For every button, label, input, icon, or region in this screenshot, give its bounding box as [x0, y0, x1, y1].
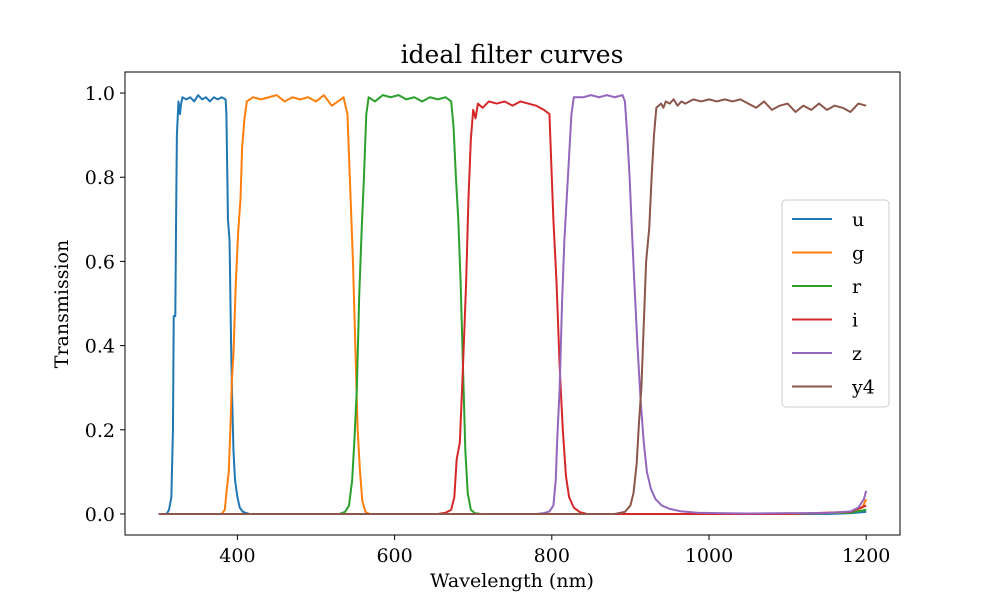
y-tick-label: 1.0	[85, 83, 115, 105]
legend-label-i: i	[852, 310, 858, 332]
series-line-g	[158, 94, 868, 515]
series-line-u	[158, 94, 867, 515]
y-tick-label: 0.0	[85, 504, 115, 526]
y-tick-label: 0.6	[85, 251, 115, 273]
y-tick-label: 0.2	[85, 420, 115, 442]
y-axis-label: Transmission	[51, 240, 73, 368]
series-line-y4	[158, 98, 867, 515]
series-line-z	[158, 94, 868, 515]
x-tick-label: 1200	[842, 545, 890, 567]
x-tick-label: 1000	[685, 545, 733, 567]
y-tick-label: 0.4	[85, 336, 115, 358]
plot-area	[158, 94, 868, 515]
legend-label-r: r	[852, 276, 862, 298]
legend-label-g: g	[852, 243, 864, 265]
x-axis-label: Wavelength (nm)	[430, 570, 594, 592]
y-tick-label: 0.8	[85, 167, 115, 189]
x-axis: 400 600 800 1000 1200	[219, 535, 890, 567]
plot-frame	[124, 71, 901, 536]
series-line-r	[158, 94, 867, 515]
x-tick-label: 600	[376, 545, 412, 567]
x-tick-label: 400	[219, 545, 255, 567]
series-line-i	[158, 100, 867, 515]
chart-title: ideal filter curves	[401, 40, 624, 69]
x-tick-label: 800	[534, 545, 570, 567]
legend-label-y4: y4	[851, 377, 875, 399]
legend-label-z: z	[852, 343, 862, 365]
y-axis: 0.0 0.2 0.4 0.6 0.8 1.0	[85, 83, 125, 526]
legend-label-u: u	[852, 209, 864, 231]
